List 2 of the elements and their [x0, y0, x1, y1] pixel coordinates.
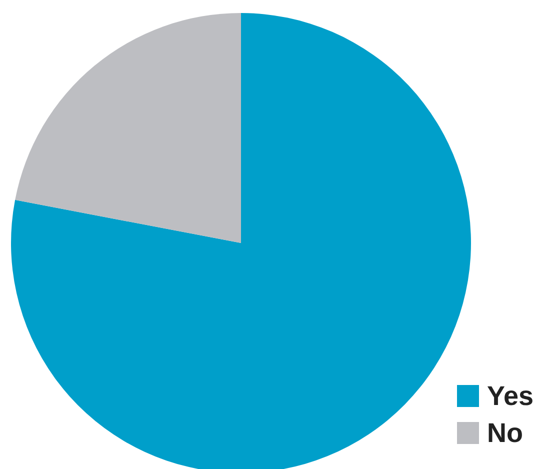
legend-label: Yes — [487, 381, 534, 411]
legend-label: No — [487, 418, 523, 448]
